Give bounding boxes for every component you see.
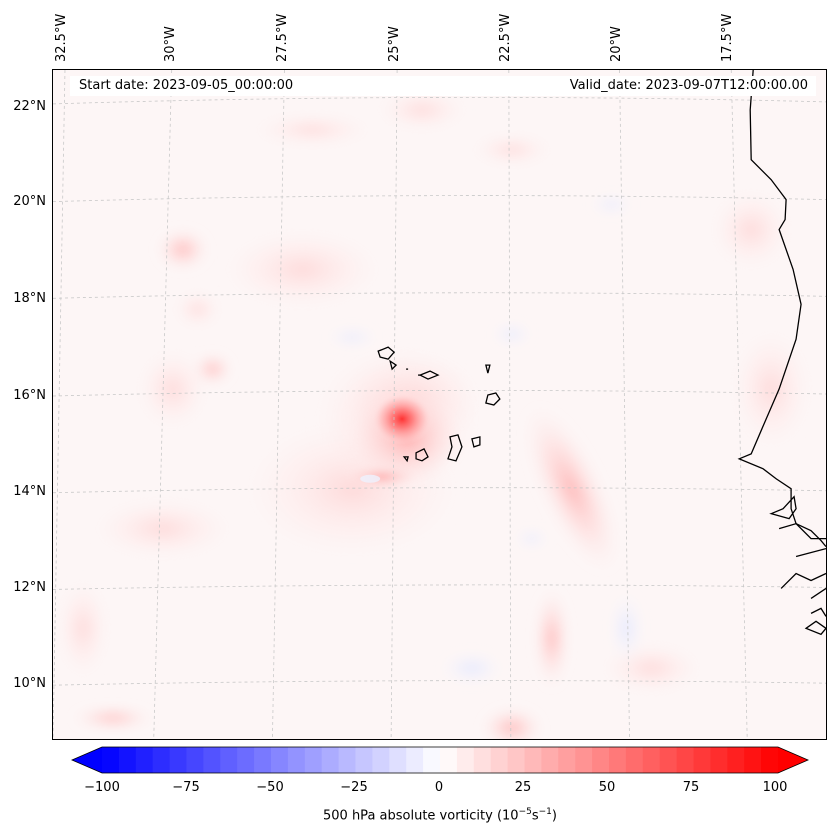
colorbar-segment <box>676 747 694 773</box>
colorbar-segment <box>423 747 441 773</box>
lon-label-17-5w: 17.5°W <box>720 13 735 62</box>
colorbar-segment <box>456 747 475 773</box>
colorbar-tick-2: −50 <box>256 780 284 795</box>
colorbar-segment <box>203 747 221 773</box>
colorbar-segment <box>693 747 711 773</box>
colorbar-label: 500 hPa absolute vorticity (10−5s−1) <box>0 807 837 823</box>
lat-label-20n: 20°N <box>13 194 46 209</box>
colorbar-segment <box>609 747 627 773</box>
colorbar-segment <box>490 747 509 773</box>
colorbar-outline <box>70 746 810 774</box>
header-band <box>70 76 816 96</box>
graticule <box>53 70 826 739</box>
colorbar-label-exp1: −5 <box>518 807 532 817</box>
colorbar-segment <box>254 747 272 773</box>
lat-label-12n: 12°N <box>13 580 46 595</box>
colorbar-segment <box>524 747 542 773</box>
lon-label-20w: 20°W <box>609 26 624 62</box>
lat-label-10n: 10°N <box>13 676 46 691</box>
colorbar-segment <box>321 747 340 773</box>
colorbar-segment <box>507 747 525 773</box>
colorbar-tick-4: 0 <box>434 780 444 795</box>
colorbar-segment <box>592 747 610 773</box>
colorbar-min-arrow <box>72 747 102 773</box>
colorbar-segment <box>473 747 492 773</box>
colorbar-segment <box>727 747 745 773</box>
colorbar-segment <box>558 747 576 773</box>
colorbar-segment <box>355 747 373 773</box>
valid-date-label: Valid_date: 2023-09-07T12:00:00.00 <box>569 78 808 93</box>
colorbar-segment <box>659 747 678 773</box>
colorbar-tick-3: −25 <box>340 780 368 795</box>
map-panel <box>52 69 827 740</box>
colorbar-segment <box>440 747 458 773</box>
colorbar-tick-1: −75 <box>172 780 200 795</box>
colorbar-segment <box>220 747 238 773</box>
colorbar-tick-7: 75 <box>682 780 700 795</box>
colorbar-segment <box>271 747 289 773</box>
colorbar-label-exp2: −1 <box>538 807 552 817</box>
colorbar-segment <box>304 747 323 773</box>
colorbar <box>70 746 810 774</box>
colorbar-segment <box>642 747 661 773</box>
lat-label-16n: 16°N <box>13 388 46 403</box>
colorbar-segment <box>710 747 728 773</box>
colorbar-segment <box>135 747 154 773</box>
colorbar-segments <box>102 747 779 773</box>
colorbar-segment <box>575 747 593 773</box>
colorbar-segment <box>169 747 187 773</box>
lat-label-22n: 22°N <box>13 99 46 114</box>
colorbar-segment <box>372 747 390 773</box>
coastline-west-africa <box>737 70 826 636</box>
colorbar-segment <box>102 747 120 773</box>
lon-label-25w: 25°W <box>387 26 402 62</box>
lat-label-14n: 14°N <box>13 484 46 499</box>
lon-label-27-5w: 27.5°W <box>275 13 290 62</box>
colorbar-segment <box>406 747 424 773</box>
lat-label-18n: 18°N <box>13 291 46 306</box>
colorbar-max-arrow <box>778 747 808 773</box>
lon-label-32-5w: 32.5°W <box>54 13 69 62</box>
colorbar-segment <box>625 747 644 773</box>
colorbar-segment <box>118 747 137 773</box>
colorbar-segment <box>287 747 306 773</box>
vorticity-map <box>53 70 826 739</box>
start-date-label: Start date: 2023-09-05_00:00:00 <box>79 78 294 93</box>
colorbar-segment <box>389 747 407 773</box>
colorbar-segment <box>186 747 204 773</box>
colorbar-label-suffix: ) <box>551 808 557 824</box>
colorbar-segment <box>541 747 559 773</box>
colorbar-tick-0: −100 <box>84 780 120 795</box>
colorbar-tick-6: 50 <box>598 780 616 795</box>
colorbar-label-prefix: 500 hPa absolute vorticity (10 <box>323 808 519 824</box>
colorbar-segment <box>744 747 762 773</box>
colorbar-segment <box>152 747 171 773</box>
colorbar-segment <box>761 747 779 773</box>
colorbar-tick-8: 100 <box>762 780 788 795</box>
cape-verde-islands <box>377 346 501 463</box>
colorbar-segment <box>338 747 356 773</box>
colorbar-segment <box>237 747 255 773</box>
lon-label-30w: 30°W <box>163 26 178 62</box>
lon-label-22-5w: 22.5°W <box>498 13 513 62</box>
vorticity-max-cape-verde <box>312 344 482 494</box>
colorbar-label-mid: s <box>531 808 539 824</box>
colorbar-tick-5: 25 <box>514 780 532 795</box>
